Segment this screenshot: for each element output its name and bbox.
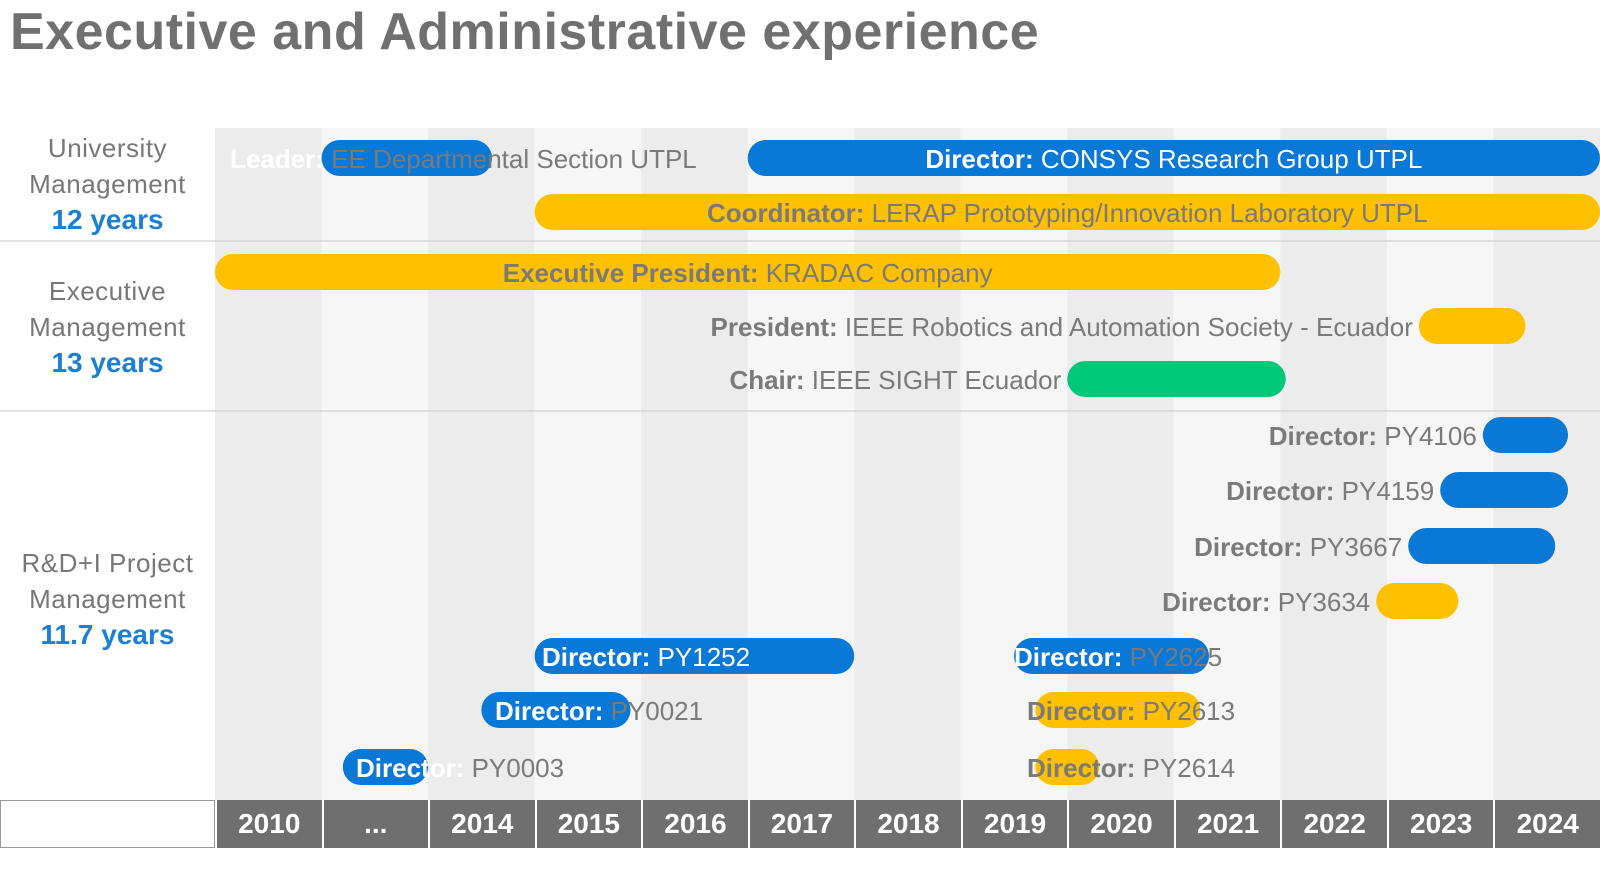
bar-label: Director: PY0003: [356, 753, 564, 783]
section-duration: 13 years: [51, 347, 164, 378]
year-tick-label: 2018: [854, 800, 961, 848]
timeline-bar: [1482, 417, 1569, 453]
column-band: [641, 128, 748, 800]
section-label-university: University Management 12 years: [0, 130, 215, 238]
section-name: University: [47, 133, 168, 163]
column-band: [1386, 128, 1494, 800]
year-tick-label: 2010: [215, 800, 322, 848]
column-band: [1493, 128, 1600, 800]
year-axis: 2010... 2014 2015 2016 2017 2018 2019 2020 2021 2…: [215, 800, 1600, 848]
timeline-bar: [747, 140, 1600, 176]
column-band: [321, 128, 429, 800]
bar-label: Coordinator: LERAP Prototyping/Innovatio…: [707, 198, 1428, 228]
bar-label: Director: PY2614: [1027, 753, 1235, 783]
bar-label: Director: PY4159: [1226, 476, 1434, 506]
year-tick-label: 2019: [960, 800, 1068, 848]
timeline-bar: [534, 194, 1600, 230]
bar-label: Director: PY2613: [1027, 696, 1235, 726]
section-label-executive: Executive Management 13 years: [0, 273, 215, 381]
column-band: [854, 128, 961, 800]
timeline-bar: [481, 692, 631, 728]
bar-label: Director: PY0021: [495, 696, 703, 726]
year-tick-label: 2020: [1067, 800, 1174, 848]
bar-label: President: IEEE Robotics and Automation …: [711, 312, 1414, 342]
bar-label: Director: PY2625: [1014, 642, 1222, 672]
year-tick-label: ...: [321, 800, 429, 848]
page-title: Executive and Administrative experience: [10, 3, 1040, 61]
column-band: [960, 128, 1068, 800]
year-tick-label: 2022: [1280, 800, 1387, 848]
timeline-bar: [1014, 638, 1210, 674]
timeline-bar: [1376, 583, 1459, 619]
section-name: Management: [29, 169, 186, 199]
timeline-bar: [1067, 361, 1286, 397]
bar-label: Director: PY1252: [542, 642, 750, 672]
section-name: Management: [29, 312, 186, 342]
timeline-bar: [342, 749, 429, 785]
year-tick-label: 2017: [747, 800, 855, 848]
timeline-bar: [1035, 692, 1201, 728]
year-tick-label: 2021: [1173, 800, 1281, 848]
column-band: [534, 128, 642, 800]
timeline-bar: [215, 254, 1281, 290]
timeline-bar: [1035, 749, 1100, 785]
timeline-bar: [321, 140, 492, 176]
column-band: [215, 128, 322, 800]
bar-label: Chair: IEEE SIGHT Ecuador: [729, 365, 1061, 395]
timeline-bar: [1440, 472, 1569, 508]
bar-label: Director: PY4106: [1269, 421, 1477, 451]
axis-corner-box: [0, 800, 215, 848]
column-band: [1280, 128, 1387, 800]
section-name: R&D+I Project: [21, 548, 194, 578]
timeline-bar: [534, 638, 855, 674]
section-name: Executive: [48, 276, 167, 306]
column-band: [747, 128, 855, 800]
column-band: [428, 128, 535, 800]
bar-label: Executive President: KRADAC Company: [503, 258, 993, 288]
section-label-rdi: R&D+I Project Management 11.7 years: [0, 545, 215, 653]
bar-label: Director: CONSYS Research Group UTPL: [925, 144, 1422, 174]
year-tick-label: 2015: [534, 800, 642, 848]
bar-label: Leader: EE Departmental Section UTPL: [230, 144, 697, 174]
timeline-bar: [1408, 528, 1556, 564]
column-band: [1173, 128, 1281, 800]
bar-label: Director: PY3634: [1162, 587, 1370, 617]
year-tick-label: 2024: [1493, 800, 1600, 848]
timeline-bar: [1418, 308, 1526, 344]
section-duration: 12 years: [51, 204, 164, 235]
year-tick-label: 2023: [1386, 800, 1494, 848]
section-name: Management: [29, 584, 186, 614]
column-band: [1067, 128, 1174, 800]
year-tick-label: 2014: [428, 800, 535, 848]
section-duration: 11.7 years: [40, 619, 175, 650]
year-tick-label: 2016: [641, 800, 748, 848]
bar-label: Director: PY3667: [1194, 532, 1402, 562]
